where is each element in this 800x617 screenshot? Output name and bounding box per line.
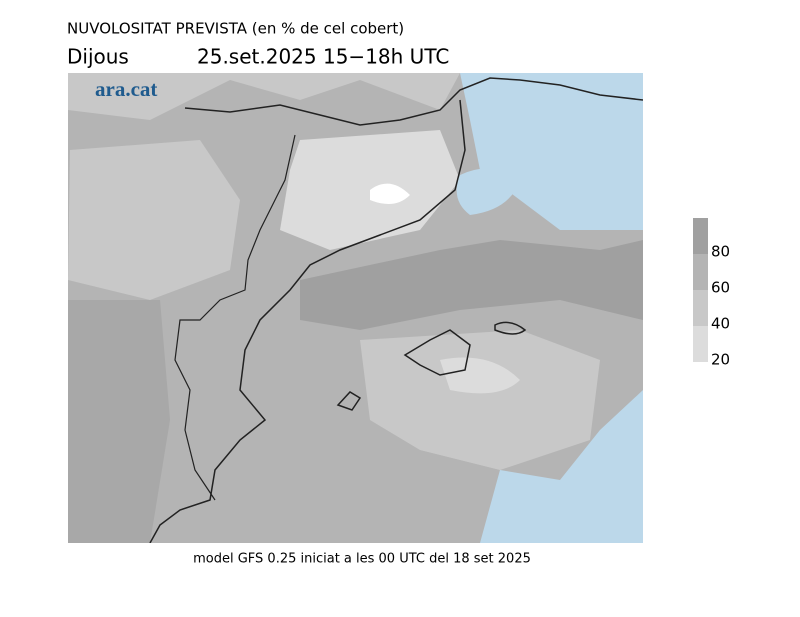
island	[494, 321, 527, 335]
legend-tick-label: 80	[711, 243, 730, 261]
map	[68, 73, 643, 543]
date: 25.set.2025 15−18h UTC	[197, 45, 449, 69]
cloud-area	[300, 240, 643, 330]
clear-area	[370, 183, 410, 204]
sea	[456, 168, 520, 215]
cloud-area	[68, 300, 170, 543]
legend-band	[693, 290, 708, 326]
cloud-area	[440, 357, 520, 394]
border	[184, 77, 643, 126]
title: NUVOLOSITAT PREVISTA (en % de cel cobert…	[67, 20, 404, 38]
logo: ara.cat	[95, 77, 157, 101]
sea	[460, 73, 643, 230]
legend-band	[693, 326, 708, 362]
cloud-area	[68, 140, 240, 300]
sea	[480, 390, 643, 543]
border	[174, 134, 296, 501]
coastline	[149, 99, 466, 543]
day: Dijous	[67, 45, 129, 69]
legend-band	[693, 254, 708, 290]
cloud-area	[68, 73, 460, 120]
island	[403, 329, 471, 376]
legend-band	[693, 218, 708, 254]
legend: 20 40 60 80	[693, 218, 730, 369]
island	[336, 391, 362, 411]
footer: model GFS 0.25 iniciat a les 00 UTC del …	[193, 552, 531, 567]
legend-tick-label: 20	[711, 351, 730, 369]
legend-tick-label: 60	[711, 279, 730, 297]
legend-tick-label: 40	[711, 315, 730, 333]
